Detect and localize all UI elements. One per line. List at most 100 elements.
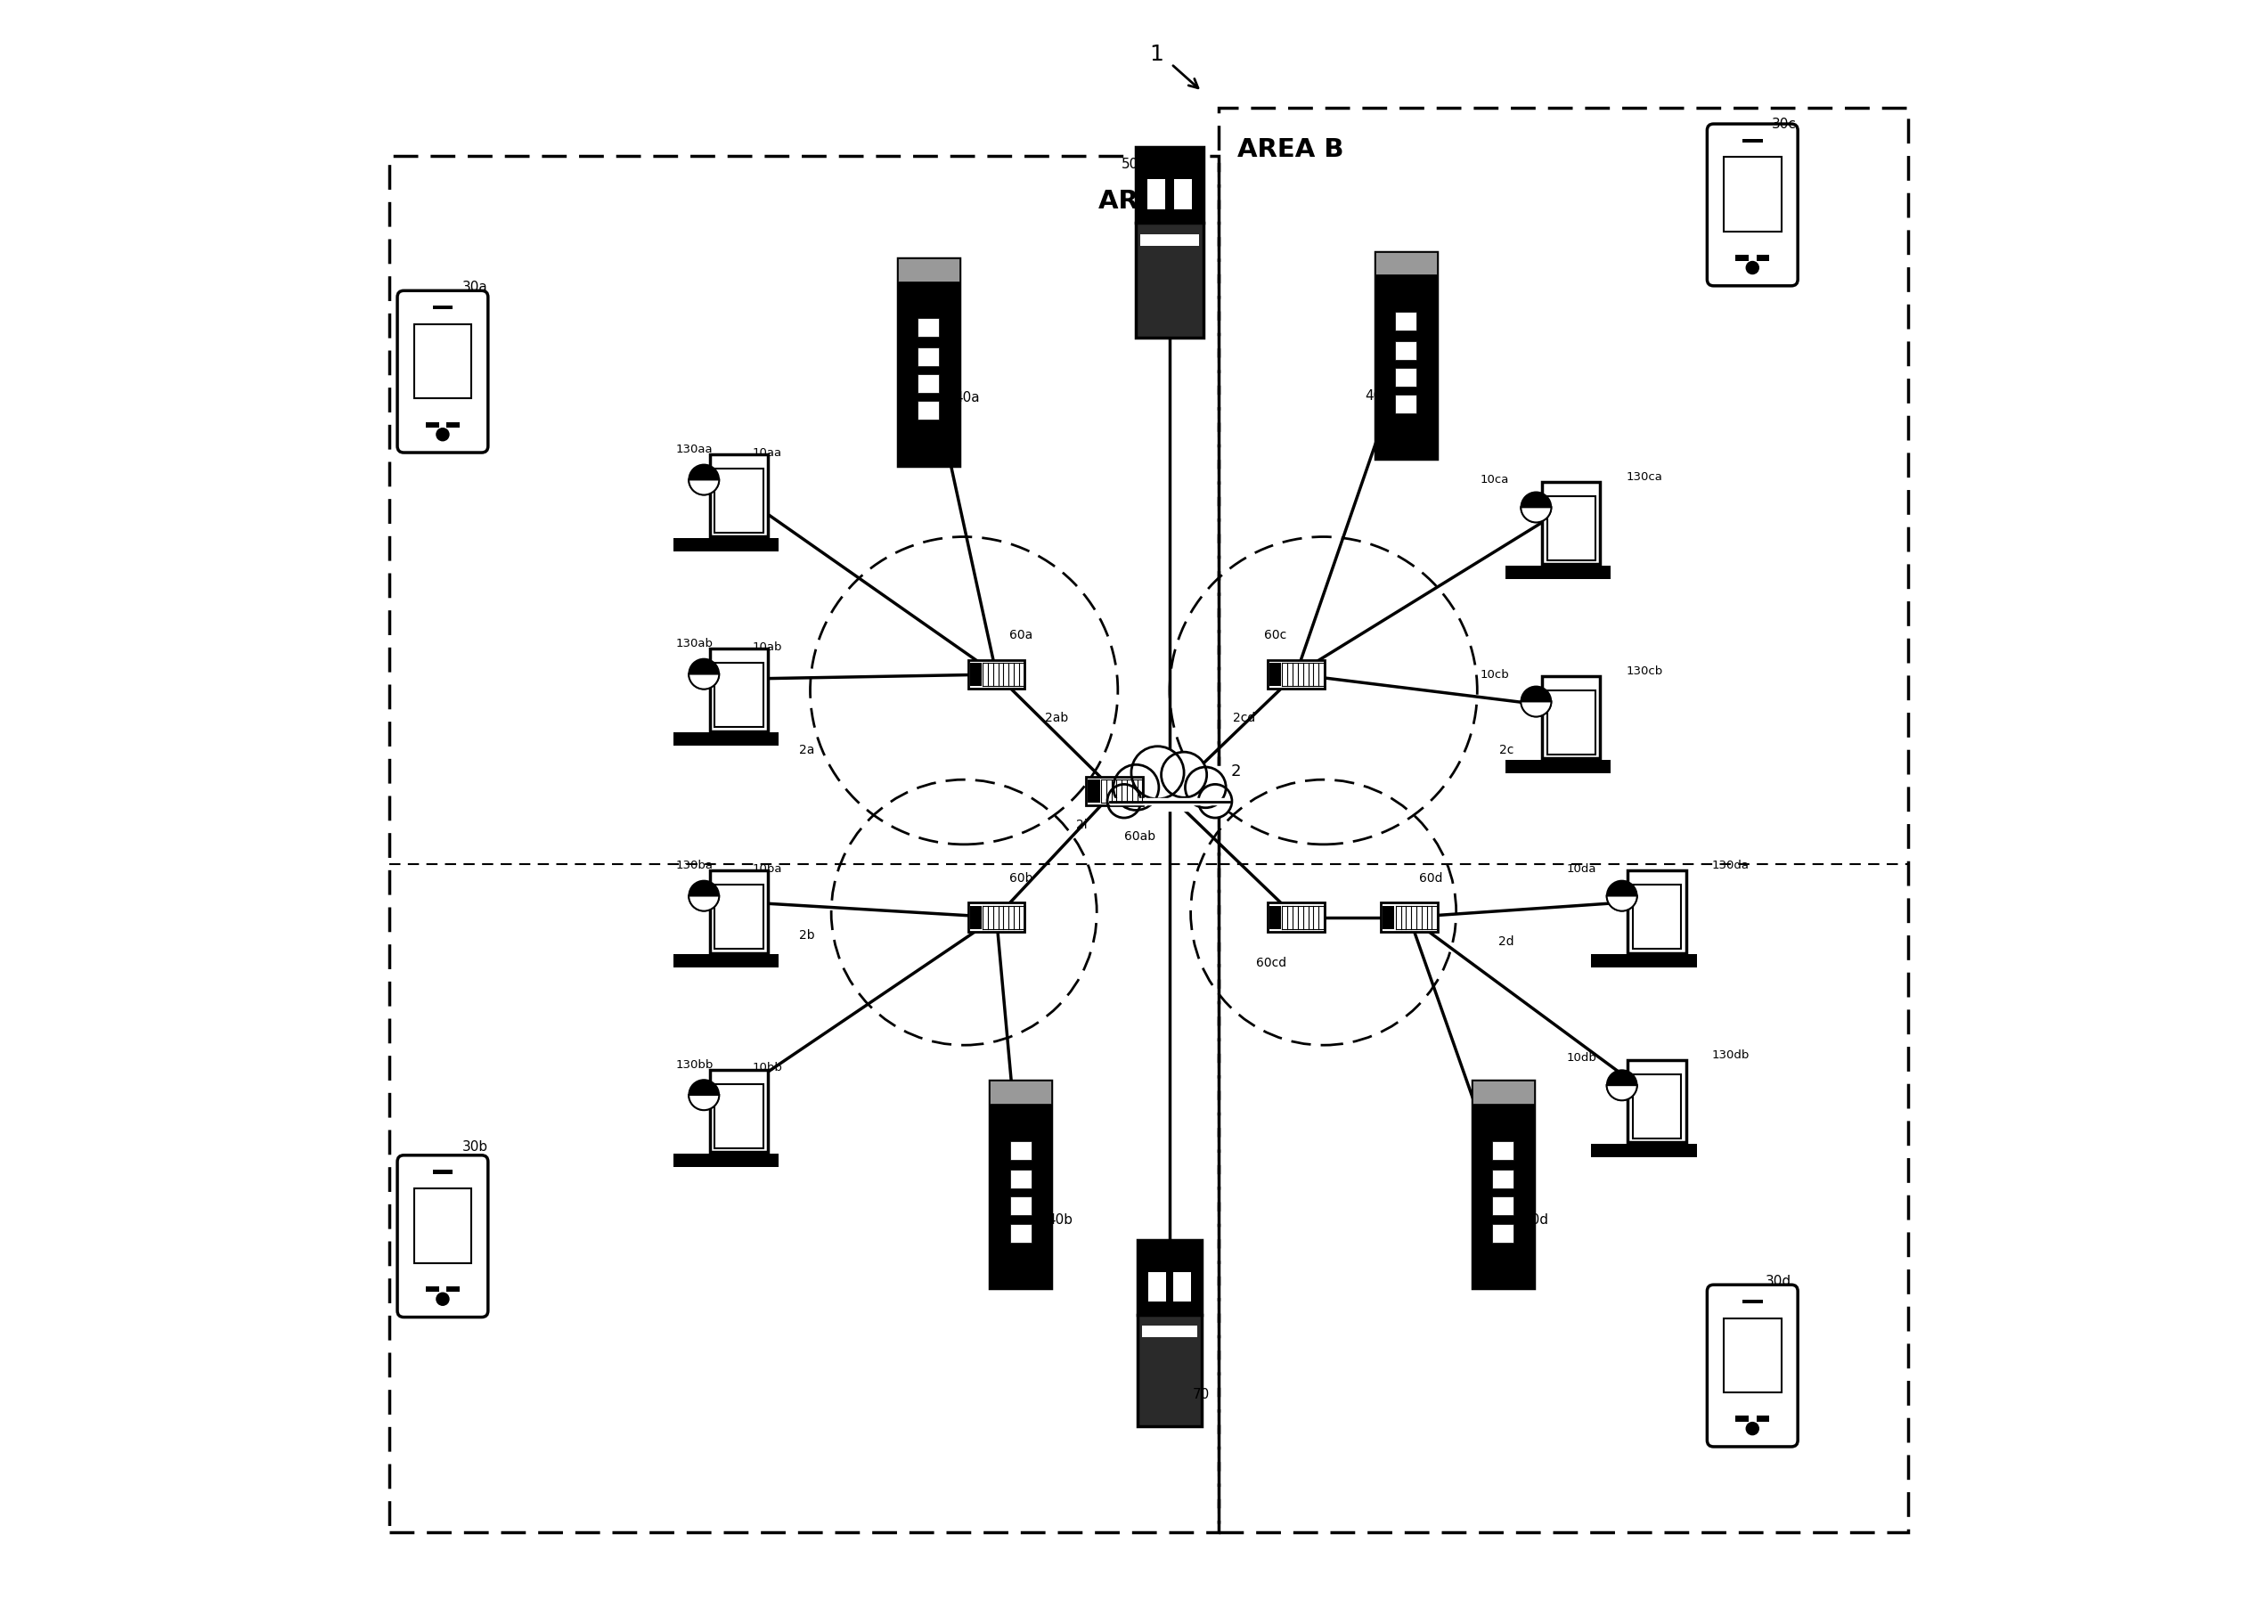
Text: 10ab: 10ab — [753, 641, 782, 653]
Text: 60c: 60c — [1263, 628, 1286, 641]
Bar — [1268, 903, 1325, 932]
Bar — [1395, 341, 1418, 359]
Text: 40b: 40b — [1046, 1213, 1073, 1226]
Text: 60cd: 60cd — [1256, 957, 1286, 970]
Bar — [1136, 1241, 1202, 1315]
Text: 130ba: 130ba — [676, 859, 712, 870]
Text: 130da: 130da — [1712, 859, 1749, 870]
Bar — [919, 375, 939, 393]
Text: 130ab: 130ab — [676, 638, 712, 650]
Bar — [1492, 1142, 1515, 1160]
Bar — [1148, 1272, 1166, 1302]
FancyBboxPatch shape — [397, 1155, 488, 1317]
Text: 40c: 40c — [1365, 390, 1390, 403]
Text: 40a: 40a — [955, 391, 980, 404]
Text: 50: 50 — [1120, 158, 1139, 171]
Circle shape — [689, 880, 719, 911]
Bar — [415, 323, 472, 398]
Bar — [1136, 146, 1204, 222]
Text: 2d: 2d — [1499, 935, 1515, 948]
Bar — [898, 258, 959, 466]
Text: 10bb: 10bb — [753, 1062, 782, 1073]
Text: 40d: 40d — [1522, 1213, 1549, 1226]
Bar — [1395, 395, 1418, 414]
Circle shape — [1114, 765, 1159, 810]
Bar — [968, 903, 1025, 932]
Text: 60b: 60b — [1009, 872, 1032, 885]
Text: 130cb: 130cb — [1626, 666, 1662, 677]
Text: AREA B: AREA B — [1238, 136, 1345, 162]
Bar — [1109, 797, 1229, 804]
Bar — [1492, 1197, 1515, 1215]
Text: 2i: 2i — [1075, 818, 1086, 831]
Bar — [714, 663, 764, 728]
Bar — [714, 1083, 764, 1148]
Bar — [1173, 1272, 1191, 1302]
Bar — [919, 318, 939, 338]
Bar — [1086, 776, 1143, 806]
Bar — [898, 258, 959, 281]
Bar — [1633, 885, 1681, 948]
Wedge shape — [1522, 507, 1551, 523]
Circle shape — [1107, 784, 1141, 818]
Bar — [919, 401, 939, 421]
Bar — [1009, 1197, 1032, 1215]
Bar — [1175, 179, 1193, 209]
Bar — [1472, 1080, 1533, 1288]
Text: 10ca: 10ca — [1481, 474, 1508, 486]
Text: 1: 1 — [1150, 44, 1163, 65]
Circle shape — [1746, 1423, 1758, 1436]
Text: 130db: 130db — [1712, 1049, 1749, 1060]
Bar — [1136, 1315, 1202, 1426]
Bar — [710, 1070, 769, 1151]
Text: 2: 2 — [1232, 763, 1241, 780]
Text: 130ca: 130ca — [1626, 471, 1662, 482]
Bar — [1383, 906, 1395, 929]
Bar — [714, 469, 764, 533]
Bar — [674, 538, 778, 551]
Text: 10aa: 10aa — [753, 447, 782, 458]
Text: 2cd: 2cd — [1234, 711, 1256, 724]
Circle shape — [1198, 784, 1232, 818]
Bar — [674, 1153, 778, 1166]
Bar — [1381, 903, 1438, 932]
Text: 30a: 30a — [463, 281, 488, 294]
Text: AREA A: AREA A — [1098, 188, 1204, 214]
Bar — [1141, 234, 1200, 245]
Bar — [968, 659, 1025, 689]
Bar — [1628, 870, 1685, 953]
Wedge shape — [689, 896, 719, 911]
Bar — [433, 1169, 454, 1174]
Bar — [1755, 255, 1769, 261]
Bar — [710, 870, 769, 953]
Bar — [1105, 767, 1234, 810]
Text: 130bb: 130bb — [676, 1059, 712, 1070]
Bar — [989, 1080, 1052, 1104]
Bar — [1742, 138, 1762, 143]
Bar — [1633, 1073, 1681, 1138]
Text: 2c: 2c — [1499, 744, 1513, 757]
Text: 10ba: 10ba — [753, 862, 782, 874]
Bar — [1395, 369, 1418, 387]
Bar — [1742, 1299, 1762, 1304]
Bar — [1009, 1169, 1032, 1189]
Bar — [1492, 1224, 1515, 1242]
Bar — [1270, 906, 1281, 929]
FancyBboxPatch shape — [397, 291, 488, 453]
Bar — [1136, 222, 1204, 338]
Bar — [1735, 255, 1749, 261]
Bar — [1148, 179, 1166, 209]
Bar — [989, 1080, 1052, 1288]
Text: 30c: 30c — [1771, 117, 1796, 130]
Bar — [447, 1286, 460, 1293]
Bar — [971, 906, 982, 929]
Circle shape — [435, 1293, 449, 1306]
Circle shape — [1606, 880, 1637, 911]
Bar — [1143, 1325, 1198, 1337]
Circle shape — [689, 464, 719, 495]
Bar — [447, 422, 460, 427]
Text: 30b: 30b — [463, 1140, 488, 1153]
Text: 60d: 60d — [1420, 872, 1442, 885]
Bar — [1755, 1416, 1769, 1421]
Bar — [426, 1286, 438, 1293]
